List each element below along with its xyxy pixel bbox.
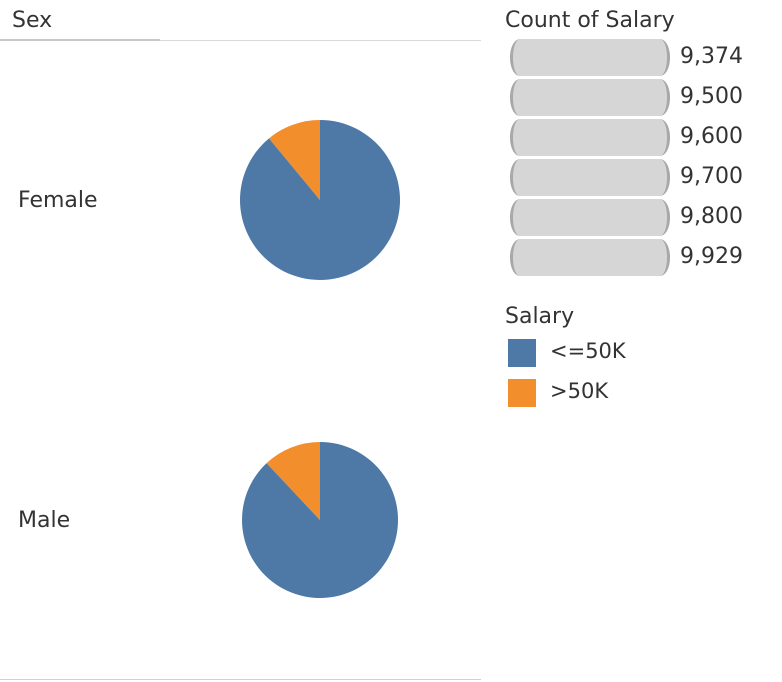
pie-slice-male-le50k[interactable] — [242, 442, 399, 598]
pie-slice-female-gt50k[interactable] — [269, 120, 320, 200]
size-legend-label: 9,700 — [680, 164, 743, 189]
color-legend-label: >50K — [550, 379, 609, 403]
size-legend-bar — [510, 199, 670, 236]
row-label-male: Male — [18, 508, 71, 533]
color-legend-item[interactable]: <=50K — [508, 339, 708, 369]
size-legend-item[interactable]: 9,600 — [510, 119, 743, 156]
header-divider — [0, 39, 160, 41]
size-legend-label: 9,929 — [680, 244, 743, 269]
size-legend-item[interactable]: 9,700 — [510, 159, 743, 196]
color-swatch — [508, 339, 536, 367]
size-legend-label: 9,374 — [680, 44, 743, 69]
size-legend-bar — [510, 159, 670, 196]
size-legend-bar — [510, 119, 670, 156]
color-legend-label: <=50K — [550, 339, 626, 363]
pie-slice-female-le50k[interactable] — [240, 120, 401, 280]
pie-chart-area — [240, 120, 401, 598]
size-legend-item[interactable]: 9,929 — [510, 239, 743, 276]
size-legend-label: 9,500 — [680, 84, 743, 109]
size-legend-bar — [510, 79, 670, 116]
color-legend-title: Salary — [505, 304, 575, 329]
size-legend-bar — [510, 39, 670, 76]
size-legend-item[interactable]: 9,500 — [510, 79, 743, 116]
color-legend-item[interactable]: >50K — [508, 379, 708, 409]
size-legend-item[interactable]: 9,800 — [510, 199, 743, 236]
header-divider-right — [160, 40, 481, 41]
pie-slice-male-gt50k[interactable] — [266, 442, 320, 520]
pane-bottom-border — [0, 679, 481, 680]
size-legend-label: 9,800 — [680, 204, 743, 229]
color-swatch — [508, 379, 536, 407]
sex-header-label: Sex — [12, 8, 53, 33]
size-legend-bar — [510, 239, 670, 276]
size-legend-label: 9,600 — [680, 124, 743, 149]
size-legend-title: Count of Salary — [505, 8, 675, 33]
size-legend-item[interactable]: 9,374 — [510, 39, 743, 76]
row-label-female: Female — [18, 188, 98, 213]
